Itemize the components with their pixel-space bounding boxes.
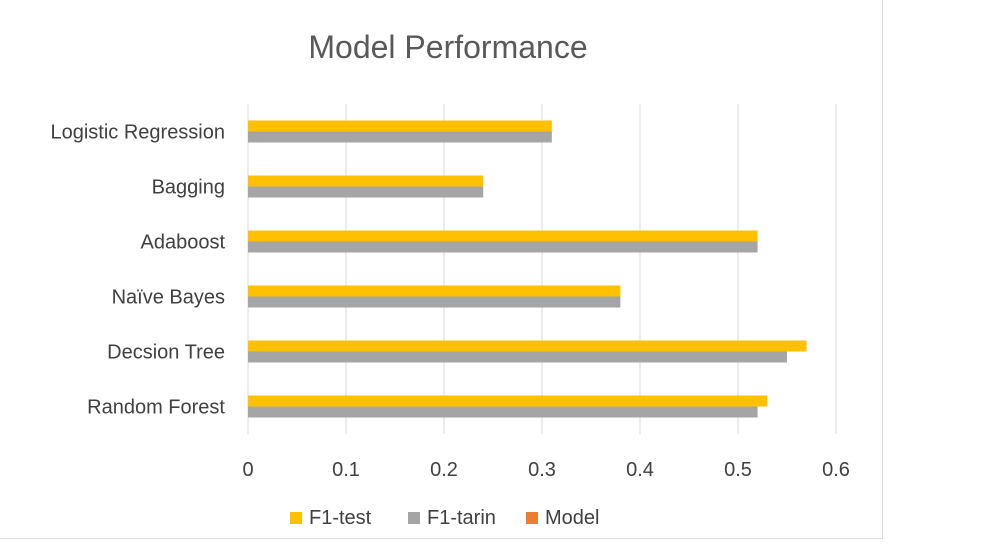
legend: F1-test F1-tarin Model bbox=[290, 507, 599, 529]
legend-item: F1-test bbox=[290, 507, 372, 529]
x-tick-label: 0.4 bbox=[626, 459, 654, 481]
legend-label: Model bbox=[545, 507, 599, 529]
legend-item: Model bbox=[526, 507, 599, 529]
legend-item: F1-tarin bbox=[408, 507, 496, 529]
bar-f1-tarin-na-ve-bayes bbox=[248, 296, 621, 308]
bar-f1-test-logistic-regression bbox=[248, 120, 552, 132]
category-label: Naïve Bayes bbox=[112, 287, 225, 309]
legend-label: F1-test bbox=[309, 507, 372, 529]
category-label: Decsion Tree bbox=[107, 342, 225, 364]
gridlines bbox=[247, 104, 837, 434]
legend-swatch bbox=[290, 512, 302, 524]
bar-f1-test-bagging bbox=[248, 175, 484, 187]
bar-f1-test-adaboost bbox=[248, 230, 758, 242]
bar-f1-tarin-random-forest bbox=[248, 406, 758, 418]
x-tick-label: 0.5 bbox=[724, 459, 752, 481]
bar-f1-test-decsion-tree bbox=[248, 340, 807, 352]
category-label: Bagging bbox=[152, 177, 225, 199]
bar-f1-tarin-logistic-regression bbox=[248, 131, 552, 143]
legend-label: F1-tarin bbox=[427, 507, 496, 529]
x-tick-labels: 0 0.1 0.2 0.3 0.4 0.5 0.6 bbox=[242, 459, 849, 481]
x-tick-label: 0 bbox=[242, 459, 253, 481]
legend-swatch bbox=[408, 512, 420, 524]
legend-swatch bbox=[526, 512, 538, 524]
x-tick-label: 0.6 bbox=[822, 459, 850, 481]
x-tick-label: 0.3 bbox=[528, 459, 556, 481]
chart-frame: Model Performance Random Forest Decsion T… bbox=[0, 0, 883, 539]
x-tick-label: 0.1 bbox=[332, 459, 360, 481]
category-label: Random Forest bbox=[87, 397, 225, 419]
bar-f1-tarin-adaboost bbox=[248, 241, 758, 253]
category-labels: Random Forest Decsion Tree Naïve Bayes Adab… bbox=[50, 122, 225, 419]
bar-f1-tarin-bagging bbox=[248, 186, 484, 198]
x-tick-label: 0.2 bbox=[430, 459, 458, 481]
bar-f1-test-random-forest bbox=[248, 395, 768, 407]
category-label: Adaboost bbox=[140, 232, 225, 254]
bars bbox=[248, 120, 807, 418]
chart-title: Model Performance bbox=[308, 29, 587, 65]
bar-chart: Model Performance Random Forest Decsion T… bbox=[50, 29, 849, 529]
bar-f1-test-na-ve-bayes bbox=[248, 285, 621, 297]
category-label: Logistic Regression bbox=[50, 122, 225, 144]
bar-f1-tarin-decsion-tree bbox=[248, 351, 787, 363]
